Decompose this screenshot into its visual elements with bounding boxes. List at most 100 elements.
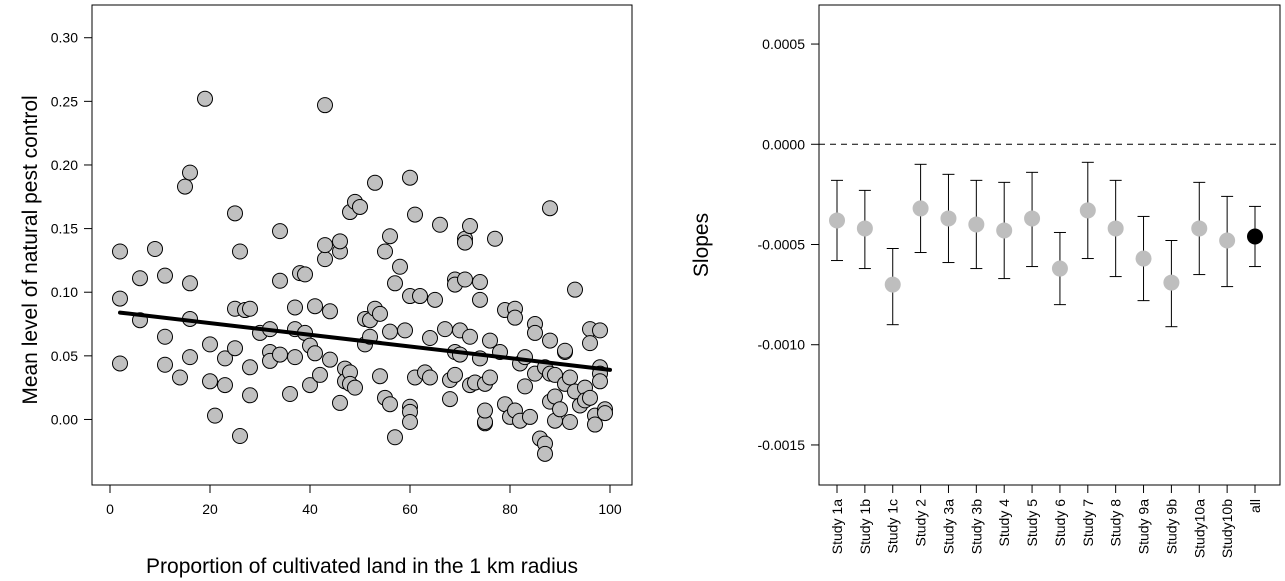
scatter-point (377, 243, 393, 260)
scatter-point (227, 205, 243, 222)
scatter-point (402, 169, 418, 186)
slopes-points (829, 200, 1263, 293)
scatter-point (112, 355, 128, 372)
slope-point (884, 276, 901, 293)
scatter-point (322, 303, 338, 320)
scatter-point (157, 356, 173, 373)
slopes-x-tick-label: Study 1a (829, 499, 845, 554)
scatter-point (522, 408, 538, 425)
scatter-point (112, 290, 128, 307)
scatter-point (182, 275, 198, 292)
slopes-error-bars (831, 161, 1261, 328)
scatter-y-axis: 0.00 0.05 0.10 0.15 0.20 0.25 0.30 (51, 30, 92, 427)
scatter-point (317, 237, 333, 254)
scatter-point (172, 369, 188, 386)
scatter-y-tick-label: 0.25 (51, 93, 78, 109)
scatter-y-tick-label: 0.10 (51, 284, 78, 300)
scatter-y-tick-label: 0.30 (51, 30, 78, 46)
slope-point (1135, 250, 1152, 267)
slopes-x-tick-label: Study 2 (913, 499, 929, 547)
scatter-point (482, 369, 498, 386)
slope-point (1051, 260, 1068, 277)
scatter-point (347, 379, 363, 396)
scatter-point (302, 377, 318, 394)
scatter-point (272, 272, 288, 289)
scatter-point (147, 240, 163, 257)
scatter-point (232, 428, 248, 445)
slopes-x-tick-label: Study 5 (1024, 499, 1040, 547)
slopes-x-tick-label: Study 3b (968, 499, 984, 554)
slopes-y-tick-label: -0.0005 (758, 237, 806, 253)
slope-point (1107, 220, 1124, 237)
scatter-point (367, 174, 383, 191)
scatter-points (112, 90, 613, 462)
scatter-x-tick-label: 80 (502, 501, 518, 517)
scatter-y-tick-label: 0.15 (51, 221, 78, 237)
slope-point (968, 216, 985, 233)
scatter-point (287, 349, 303, 366)
scatter-point (382, 228, 398, 245)
scatter-point (287, 299, 303, 316)
slope-point (856, 220, 873, 237)
slopes-x-tick-label: Study10b (1219, 499, 1235, 558)
scatter-point (242, 387, 258, 404)
scatter-x-tick-label: 0 (106, 501, 114, 517)
slopes-x-tick-label: Study 1c (885, 499, 901, 553)
scatter-x-tick-label: 60 (402, 501, 418, 517)
slopes-x-axis: Study 1a Study 1b Study 1c Study 2 Study 3a S… (829, 485, 1263, 558)
scatter-point (312, 366, 328, 383)
scatter-point (542, 200, 558, 217)
scatter-point (552, 401, 568, 418)
scatter-point (197, 90, 213, 107)
scatter-point (112, 243, 128, 260)
scatter-point (537, 445, 553, 462)
scatter-point (432, 216, 448, 233)
scatter-point (307, 298, 323, 315)
scatter-point (482, 332, 498, 349)
scatter-point (487, 230, 503, 247)
slope-point (996, 222, 1013, 239)
slope-point (940, 210, 957, 227)
scatter-point (472, 291, 488, 308)
slope-point (1191, 220, 1208, 237)
slope-point-all (1247, 228, 1263, 245)
scatter-point (562, 369, 578, 386)
scatter-point (322, 351, 338, 368)
scatter-point (592, 322, 608, 339)
scatter-point (387, 429, 403, 446)
scatter-point (297, 266, 313, 283)
slopes-y-tick-label: -0.0010 (758, 337, 806, 353)
regression-line (118, 310, 612, 372)
scatter-point (422, 369, 438, 386)
slopes-x-tick-label: Study 6 (1052, 499, 1068, 547)
scatter-point (382, 323, 398, 340)
scatter-point (587, 416, 603, 433)
slopes-x-tick-label: Study 7 (1080, 499, 1096, 547)
scatter-point (157, 267, 173, 284)
scatter-point (242, 359, 258, 376)
scatter-point (372, 305, 388, 322)
slope-point (1163, 274, 1180, 291)
scatter-x-tick-label: 40 (302, 501, 318, 517)
scatter-point (282, 386, 298, 403)
scatter-point (207, 407, 223, 424)
slope-point (1024, 210, 1041, 227)
scatter-point (272, 346, 288, 363)
slopes-x-tick-label: all (1247, 499, 1263, 513)
scatter-point (582, 335, 598, 352)
scatter-point (407, 206, 423, 223)
slopes-y-axis-title: Slopes (690, 213, 713, 277)
slope-point (1079, 202, 1096, 219)
slopes-panel: -0.0015 -0.0010 -0.0005 0.0000 0.0005 Study … (690, 4, 1281, 558)
scatter-point (317, 251, 333, 268)
scatter-point (307, 345, 323, 362)
scatter-point (132, 270, 148, 287)
scatter-point (392, 258, 408, 275)
scatter-y-tick-label: 0.00 (51, 411, 78, 427)
scatter-point (427, 291, 443, 308)
scatter-point (562, 414, 578, 431)
scatter-point (382, 396, 398, 413)
scatter-point (462, 328, 478, 345)
slopes-x-tick-label: Study 3a (940, 499, 956, 554)
